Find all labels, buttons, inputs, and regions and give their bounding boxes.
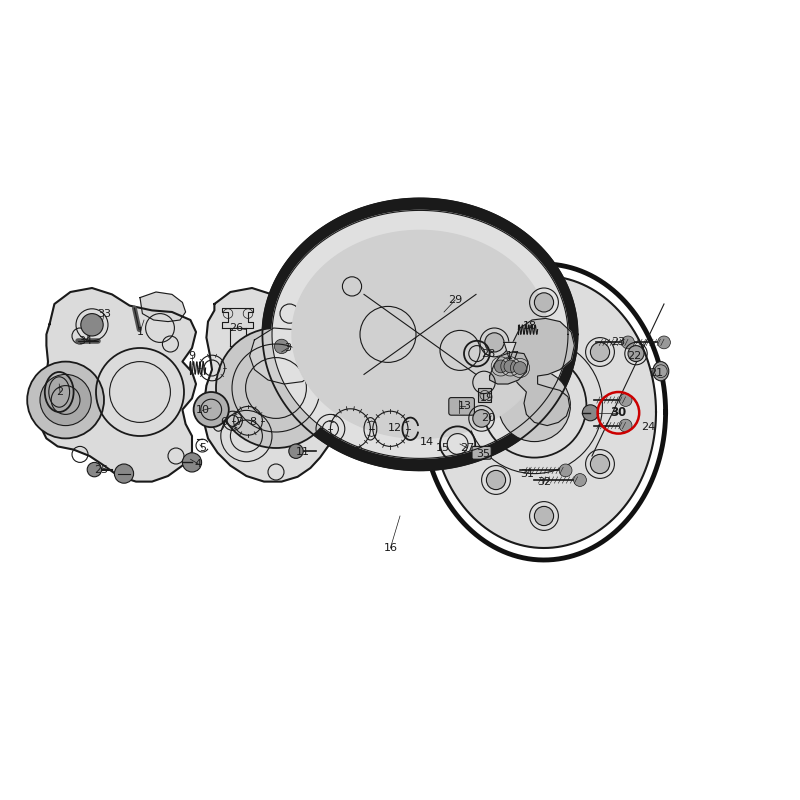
Text: 26: 26 — [229, 323, 243, 333]
Text: 4: 4 — [195, 459, 202, 469]
Polygon shape — [510, 318, 574, 426]
Circle shape — [622, 336, 634, 349]
Text: 22: 22 — [627, 351, 642, 361]
Polygon shape — [250, 328, 318, 384]
Text: 11: 11 — [295, 447, 310, 457]
Text: 30: 30 — [610, 406, 626, 419]
Circle shape — [494, 360, 507, 373]
Text: 5: 5 — [199, 443, 206, 453]
Circle shape — [658, 336, 670, 349]
Text: 7: 7 — [235, 418, 242, 427]
Ellipse shape — [653, 362, 669, 381]
Circle shape — [486, 470, 506, 490]
Circle shape — [590, 342, 610, 362]
Polygon shape — [490, 352, 528, 384]
Circle shape — [27, 362, 104, 438]
Text: 1: 1 — [137, 327, 143, 337]
Polygon shape — [204, 288, 336, 482]
Polygon shape — [262, 198, 578, 470]
Circle shape — [289, 444, 303, 458]
Circle shape — [574, 474, 586, 486]
Text: 9: 9 — [189, 351, 195, 361]
Circle shape — [619, 419, 632, 432]
Circle shape — [87, 462, 102, 477]
Circle shape — [559, 464, 572, 477]
Polygon shape — [292, 230, 548, 438]
Text: 27: 27 — [460, 443, 474, 453]
Text: 33: 33 — [97, 310, 111, 319]
Text: 34: 34 — [78, 336, 93, 346]
Circle shape — [473, 410, 490, 427]
Text: 8: 8 — [250, 418, 256, 427]
Circle shape — [534, 506, 554, 526]
Text: 17: 17 — [506, 351, 520, 361]
Circle shape — [498, 370, 570, 442]
Text: 19: 19 — [479, 394, 494, 403]
Circle shape — [628, 346, 644, 362]
Text: 16: 16 — [383, 543, 398, 553]
Circle shape — [582, 405, 598, 421]
Circle shape — [590, 454, 610, 474]
Polygon shape — [504, 342, 516, 360]
Circle shape — [619, 394, 632, 406]
Circle shape — [114, 464, 134, 483]
Text: 18: 18 — [522, 321, 537, 330]
Circle shape — [514, 362, 526, 374]
Text: 35: 35 — [476, 449, 490, 458]
Text: 10: 10 — [195, 406, 210, 415]
Bar — [478, 388, 491, 402]
Text: 25: 25 — [94, 465, 108, 474]
Circle shape — [40, 374, 91, 426]
FancyBboxPatch shape — [472, 446, 491, 459]
Text: 24: 24 — [641, 422, 655, 432]
Text: 29: 29 — [448, 295, 462, 305]
Circle shape — [81, 314, 103, 336]
Text: 13: 13 — [458, 402, 472, 411]
Text: 14: 14 — [419, 438, 434, 447]
Circle shape — [504, 360, 517, 373]
Text: 2: 2 — [57, 387, 63, 397]
Circle shape — [274, 339, 289, 354]
Circle shape — [194, 392, 229, 427]
FancyBboxPatch shape — [449, 398, 474, 415]
Text: 6: 6 — [221, 418, 227, 427]
Text: 21: 21 — [649, 368, 663, 378]
Polygon shape — [432, 276, 656, 548]
Text: 32: 32 — [537, 477, 551, 486]
Circle shape — [485, 333, 504, 352]
Text: 12: 12 — [387, 423, 402, 433]
Circle shape — [216, 328, 336, 448]
Polygon shape — [222, 308, 253, 328]
Text: 31: 31 — [520, 469, 534, 478]
Text: 23: 23 — [611, 338, 626, 347]
Circle shape — [534, 293, 554, 312]
Polygon shape — [38, 288, 196, 482]
Text: 15: 15 — [436, 443, 450, 453]
Polygon shape — [140, 292, 186, 322]
Text: 3: 3 — [285, 343, 291, 353]
Text: 20: 20 — [481, 414, 495, 423]
Circle shape — [182, 453, 202, 472]
Polygon shape — [272, 210, 568, 458]
Text: 28: 28 — [481, 349, 495, 358]
